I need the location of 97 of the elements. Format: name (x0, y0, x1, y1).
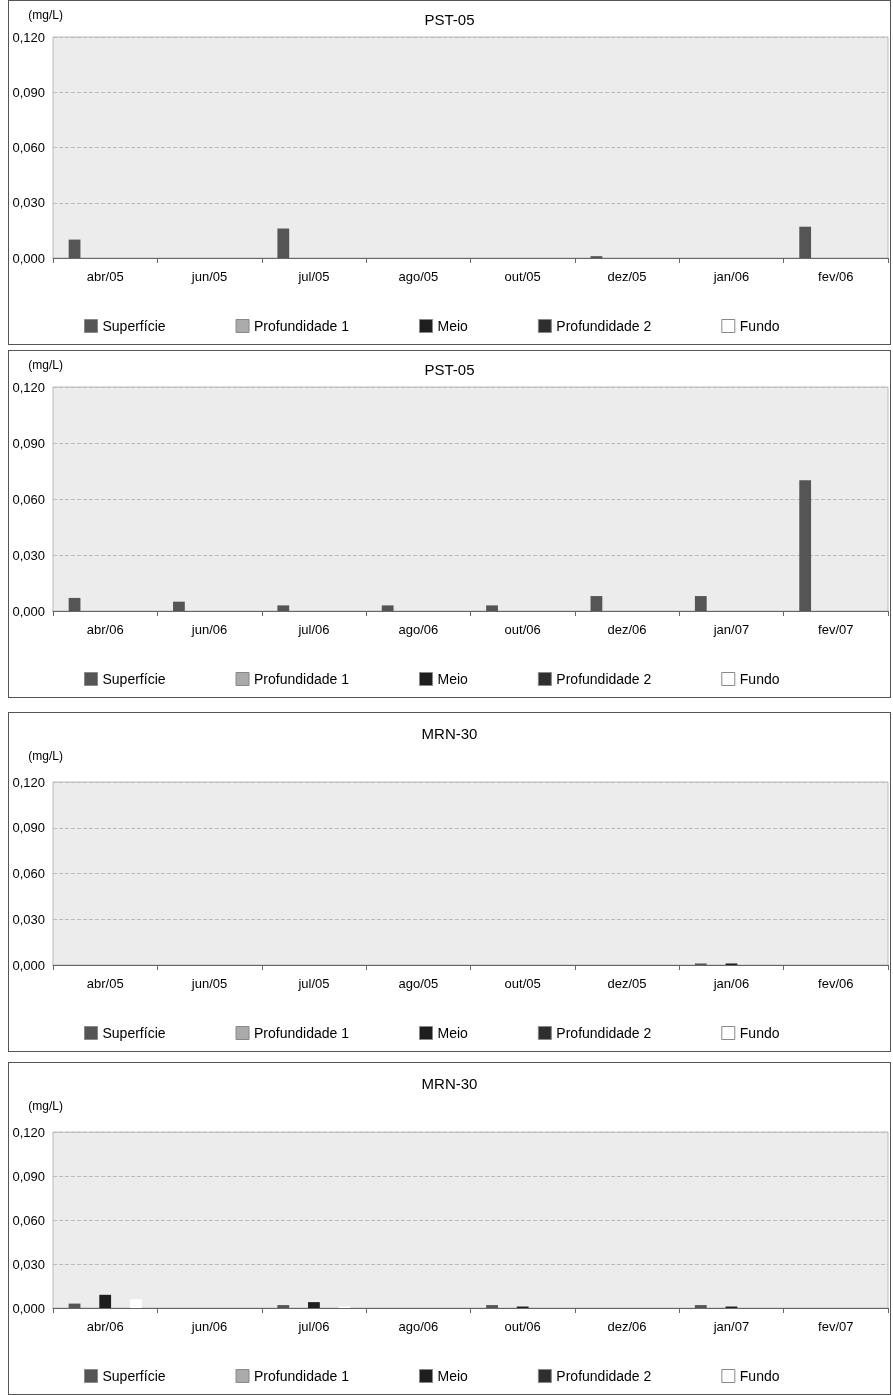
y-tick-label: 0,000 (12, 603, 45, 619)
y-tick-label: 0,120 (12, 774, 45, 790)
bar (68, 597, 81, 611)
x-tick-label: ago/06 (398, 1319, 439, 1334)
x-tick-label: jul/05 (297, 976, 330, 991)
bar (173, 601, 185, 611)
legend-label: Profundidade 2 (556, 1025, 652, 1041)
x-tick-label: jun/05 (190, 976, 228, 991)
y-axis-title: (mg/L) (28, 8, 63, 22)
x-tick-label: fev/06 (818, 976, 854, 991)
x-tick-label: out/06 (504, 622, 541, 637)
x-tick-label: dez/06 (607, 1319, 647, 1334)
bar (277, 228, 290, 258)
x-tick-label: abr/05 (86, 269, 124, 284)
bar (308, 1302, 320, 1308)
x-tick-label: abr/06 (86, 622, 124, 637)
chart-title: PST-05 (424, 11, 475, 28)
legend-label: Fundo (739, 1368, 780, 1384)
y-tick-label: 0,000 (12, 1300, 45, 1316)
y-tick-label: 0,090 (12, 1168, 45, 1184)
legend-label: Profundidade 1 (254, 318, 350, 334)
x-tick-label: jun/06 (190, 1319, 228, 1334)
x-tick-label: dez/05 (607, 269, 647, 284)
legend-label: Superfície (102, 318, 166, 334)
legend-label: Profundidade 1 (254, 671, 350, 687)
y-axis-title: (mg/L) (28, 358, 63, 372)
legend-label: Meio (437, 1368, 469, 1384)
y-tick-label: 0,090 (12, 435, 45, 451)
x-tick-label: jul/06 (297, 622, 330, 637)
x-tick-label: abr/05 (86, 976, 124, 991)
x-tick-label: ago/05 (398, 269, 439, 284)
y-tick-label: 0,120 (12, 379, 45, 395)
y-axis-title: (mg/L) (28, 749, 63, 763)
y-tick-label: 0,030 (12, 195, 45, 211)
y-tick-label: 0,030 (12, 547, 45, 563)
y-tick-label: 0,000 (12, 957, 45, 973)
legend-label: Meio (437, 671, 469, 687)
legend-label: Profundidade 2 (556, 318, 652, 334)
legend-label: Fundo (739, 671, 780, 687)
legend-label: Superfície (102, 1025, 166, 1041)
legend-label: Meio (437, 1025, 469, 1041)
y-tick-label: 0,060 (12, 140, 45, 155)
bar (381, 605, 394, 611)
y-axis-title: (mg/L) (28, 1099, 63, 1113)
bar (799, 226, 812, 258)
legend-label: Meio (437, 318, 469, 334)
legend-label: Profundidade 1 (254, 1368, 350, 1384)
bar (694, 1305, 707, 1308)
bar (68, 239, 81, 258)
y-tick-label: 0,090 (12, 84, 45, 100)
x-tick-label: dez/05 (607, 976, 647, 991)
x-tick-label: jun/06 (190, 622, 228, 637)
y-tick-label: 0,090 (12, 820, 45, 836)
y-tick-label: 0,030 (12, 911, 45, 927)
x-tick-label: jan/06 (712, 976, 750, 991)
bar (277, 605, 290, 611)
y-tick-label: 0,060 (12, 1212, 45, 1228)
y-tick-label: 0,030 (12, 1256, 45, 1272)
x-tick-label: ago/06 (398, 622, 439, 637)
x-tick-label: abr/06 (86, 1319, 124, 1334)
bar (486, 1305, 498, 1308)
legend-label: Fundo (739, 318, 780, 334)
x-tick-label: out/05 (504, 976, 541, 991)
legend-label: Profundidade 2 (556, 671, 652, 687)
bar (694, 596, 707, 611)
chart-title: MRN-30 (421, 1075, 478, 1092)
x-tick-label: jul/06 (297, 1319, 330, 1334)
bar (799, 480, 812, 611)
bar (99, 1294, 112, 1308)
x-tick-label: fev/06 (818, 269, 854, 284)
bar (277, 1305, 290, 1308)
x-tick-label: ago/05 (398, 976, 439, 991)
legend-label: Superfície (102, 1368, 166, 1384)
bar (129, 1299, 142, 1308)
x-tick-label: fev/07 (818, 622, 854, 637)
chart-title: MRN-30 (421, 725, 478, 742)
bar (590, 596, 603, 611)
y-tick-label: 0,060 (12, 866, 45, 881)
legend-label: Profundidade 2 (556, 1368, 652, 1384)
x-tick-label: jul/05 (297, 269, 330, 284)
x-tick-label: out/06 (504, 1319, 541, 1334)
x-tick-label: jan/06 (712, 269, 750, 284)
x-tick-label: jan/07 (712, 1319, 750, 1334)
legend-label: Profundidade 1 (254, 1025, 350, 1041)
y-tick-label: 0,120 (12, 29, 45, 45)
chart-title: PST-05 (424, 361, 475, 378)
x-tick-label: dez/06 (607, 622, 647, 637)
y-tick-label: 0,060 (12, 491, 45, 507)
x-tick-label: out/05 (504, 269, 541, 284)
x-tick-label: jun/05 (190, 269, 228, 284)
legend-label: Fundo (739, 1025, 780, 1041)
x-tick-label: jan/07 (712, 622, 750, 637)
legend-label: Superfície (102, 671, 166, 687)
y-tick-label: 0,000 (12, 250, 45, 266)
bar (486, 605, 498, 611)
y-tick-label: 0,120 (12, 1124, 45, 1140)
x-tick-label: fev/07 (818, 1319, 854, 1334)
